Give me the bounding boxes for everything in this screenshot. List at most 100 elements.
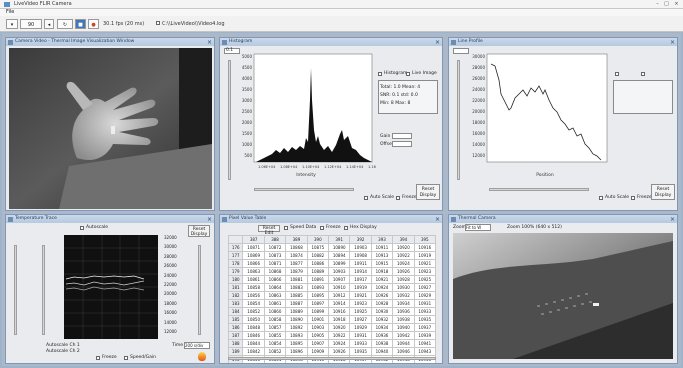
table-cell[interactable]: 10875	[306, 243, 330, 252]
table-cell[interactable]: 10889	[285, 307, 308, 316]
zoom-select[interactable]: Fit to W	[465, 224, 491, 231]
table-cell[interactable]: 10913	[370, 251, 394, 260]
table-cell[interactable]: 10887	[285, 299, 308, 308]
table-cell[interactable]: 10916	[413, 243, 437, 252]
table-cell[interactable]: 10871	[263, 259, 287, 268]
table-cell[interactable]: 10912	[328, 291, 351, 300]
time-select[interactable]: 200 s/div	[184, 342, 210, 349]
table-cell[interactable]: 10871	[242, 243, 265, 252]
toolbar-dropdown[interactable]: ▾	[6, 19, 18, 29]
table-cell[interactable]: 10852	[263, 347, 287, 356]
table-cell[interactable]: 10892	[285, 323, 308, 332]
table-cell[interactable]: 10861	[242, 275, 265, 284]
table-cell[interactable]: 10903	[349, 243, 372, 252]
table-cell[interactable]: 10858	[242, 283, 265, 292]
table-panel-titlebar[interactable]: Pixel Value Table ×	[220, 215, 442, 223]
profile-auto-scale-checkbox[interactable]	[599, 196, 603, 200]
trace-panel-titlebar[interactable]: Temperature Trace ×	[6, 215, 214, 223]
table-cell[interactable]: 10879	[285, 267, 308, 276]
table-cell[interactable]: 10918	[370, 267, 394, 276]
table-cell[interactable]: 10920	[392, 243, 415, 252]
autoscale-checkbox[interactable]	[80, 226, 84, 230]
close-icon[interactable]: ×	[669, 215, 675, 223]
table-cell[interactable]: 10919	[349, 283, 372, 292]
close-button[interactable]: ×	[674, 1, 679, 7]
table-cell[interactable]: 10928	[392, 275, 415, 284]
profile-slider[interactable]	[457, 60, 460, 180]
offset-input[interactable]	[392, 141, 412, 147]
table-cell[interactable]: 10933	[349, 339, 372, 348]
table-cell[interactable]: 10927	[413, 283, 437, 292]
pixel-value-table[interactable]: 387 388 389 390 391 392 393 394 395 176 10871 10872…	[227, 235, 437, 365]
table-cell[interactable]: 10886	[306, 259, 330, 268]
table-cell[interactable]: 10910	[328, 283, 351, 292]
table-cell[interactable]: 10857	[263, 323, 287, 332]
table-cell[interactable]: 10929	[349, 323, 372, 332]
table-cell[interactable]: 10844	[242, 339, 265, 348]
table-cell[interactable]: 10940	[370, 347, 394, 356]
table-cell[interactable]: 10861	[263, 299, 287, 308]
table-cell[interactable]: 10885	[285, 291, 308, 300]
table-cell[interactable]: 10860	[263, 307, 287, 316]
table-cell[interactable]: 10873	[263, 251, 287, 260]
video-image[interactable]	[9, 48, 212, 209]
table-cell[interactable]: 10848	[242, 323, 265, 332]
table-cell[interactable]: 10936	[392, 307, 415, 316]
table-cell[interactable]: 10896	[285, 347, 308, 356]
close-icon[interactable]: ×	[669, 38, 675, 46]
table-cell[interactable]: 10911	[349, 259, 372, 268]
table-cell[interactable]: 10907	[306, 339, 330, 348]
table-cell[interactable]: 10909	[306, 347, 330, 356]
hex-display-checkbox[interactable]	[344, 226, 348, 230]
gain-input[interactable]	[392, 133, 412, 139]
table-cell[interactable]: 10924	[392, 259, 415, 268]
table-cell[interactable]: 10849	[264, 364, 285, 365]
trace-slider-1[interactable]	[14, 245, 17, 335]
table-cell[interactable]: 10864	[263, 283, 287, 292]
trace-speed-checkbox[interactable]	[124, 356, 128, 360]
table-cell[interactable]: 10936	[370, 331, 394, 340]
table-cell[interactable]: 10934	[392, 299, 415, 308]
table-cell[interactable]: 10935	[413, 315, 437, 324]
table-cell[interactable]: 10854	[263, 339, 287, 348]
table-cell[interactable]: 10932	[370, 315, 394, 324]
table-cell[interactable]: 10925	[349, 307, 372, 316]
table-cell[interactable]: 10938	[392, 315, 415, 324]
table-cell[interactable]: 10882	[306, 251, 330, 260]
table-h-scrollbar[interactable]	[228, 357, 436, 360]
table-cell[interactable]: 10881	[285, 275, 308, 284]
table-cell[interactable]: 10931	[349, 331, 372, 340]
table-cell[interactable]: 10925	[413, 275, 437, 284]
table-cell[interactable]: 10846	[242, 331, 265, 340]
table-cell[interactable]: 10858	[263, 315, 287, 324]
table-cell[interactable]: 10866	[263, 275, 287, 284]
table-cell[interactable]: 10883	[285, 283, 308, 292]
table-cell[interactable]: 10869	[242, 251, 265, 260]
table-cell[interactable]: 10938	[370, 339, 394, 348]
table-cell[interactable]: 10941	[413, 339, 437, 348]
histogram-h-slider[interactable]	[254, 188, 354, 191]
table-cell[interactable]: 10914	[349, 267, 372, 276]
table-cell[interactable]: 10946	[392, 347, 415, 356]
table-cell[interactable]: 10899	[306, 307, 330, 316]
table-cell[interactable]: 10932	[392, 291, 415, 300]
histogram-checkbox[interactable]	[378, 72, 382, 76]
table-cell[interactable]: 10915	[370, 259, 394, 268]
table-cell[interactable]: 10903	[328, 267, 351, 276]
toolbar-refresh-button[interactable]: ↻	[57, 19, 73, 29]
reset-edit-button[interactable]: Reset Edit	[258, 225, 280, 236]
table-cell[interactable]: 10911	[370, 243, 394, 252]
table-cell[interactable]: 10897	[306, 299, 330, 308]
table-cell[interactable]: 10924	[370, 283, 394, 292]
table-cell[interactable]: 10868	[263, 267, 287, 276]
table-cell[interactable]: 10866	[242, 259, 265, 268]
minimize-button[interactable]: –	[656, 1, 659, 7]
table-cell[interactable]: 10842	[242, 347, 265, 356]
toolbar-step-button[interactable]: ◂	[44, 19, 54, 29]
table-cell[interactable]: 10920	[328, 323, 351, 332]
table-cell[interactable]: 10914	[328, 299, 351, 308]
table-cell[interactable]: 10903	[306, 323, 330, 332]
table-freeze-checkbox[interactable]	[320, 226, 324, 230]
close-icon[interactable]: ×	[434, 215, 440, 223]
table-cell[interactable]: 10891	[306, 275, 330, 284]
